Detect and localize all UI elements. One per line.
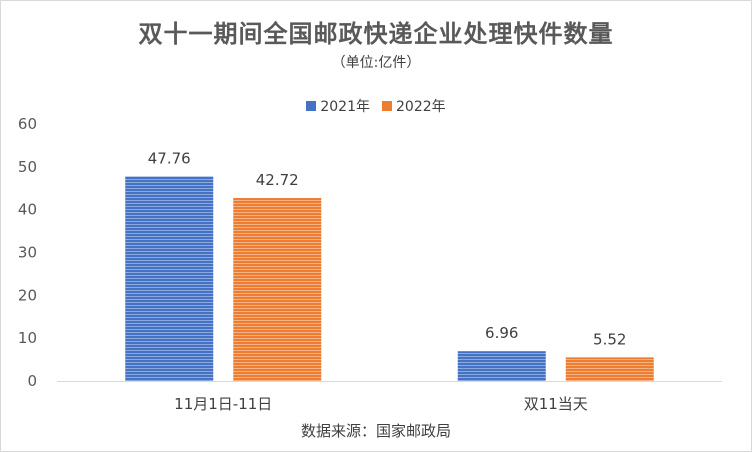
data-label: 6.96	[485, 324, 518, 342]
data-labels: 47.76 42.72 6.96 5.52	[148, 149, 627, 348]
y-tick-label: 20	[18, 286, 37, 304]
bar-2021-0	[125, 176, 214, 381]
legend-item-2021: 2021年	[306, 96, 370, 116]
legend-item-2022: 2022年	[382, 96, 446, 116]
data-label: 42.72	[256, 171, 299, 189]
axis-layer: 0 10 20 30 40 50 60 11月1日-11日 双11当天	[18, 115, 722, 413]
y-tick-label: 10	[18, 329, 37, 347]
chart-subtitle: （单位:亿件）	[331, 55, 421, 71]
bar-2022-0	[233, 198, 322, 381]
x-category-label: 11月1日-11日	[174, 395, 272, 413]
legend-label-2022: 2022年	[396, 99, 446, 115]
bar-2021-1	[457, 351, 546, 381]
source-note: 数据来源：国家邮政局	[300, 422, 451, 440]
x-category-label: 双11当天	[524, 395, 588, 413]
y-tick-label: 50	[18, 158, 37, 176]
chart-title: 双十一期间全国邮政快递企业处理快件数量	[138, 20, 614, 48]
bars	[125, 176, 654, 381]
legend-swatch-2022	[382, 101, 392, 111]
data-label: 47.76	[148, 149, 191, 167]
y-tick-label: 30	[18, 244, 37, 262]
legend-label-2021: 2021年	[320, 99, 370, 115]
bar-2022-1	[565, 357, 654, 381]
legend-swatch-2021	[306, 101, 317, 111]
y-tick-label: 40	[18, 201, 37, 219]
y-tick-label: 0	[27, 372, 37, 390]
y-tick-label: 60	[18, 115, 37, 133]
legend: 2021年 2022年	[0, 96, 752, 116]
data-label: 5.52	[593, 330, 626, 348]
